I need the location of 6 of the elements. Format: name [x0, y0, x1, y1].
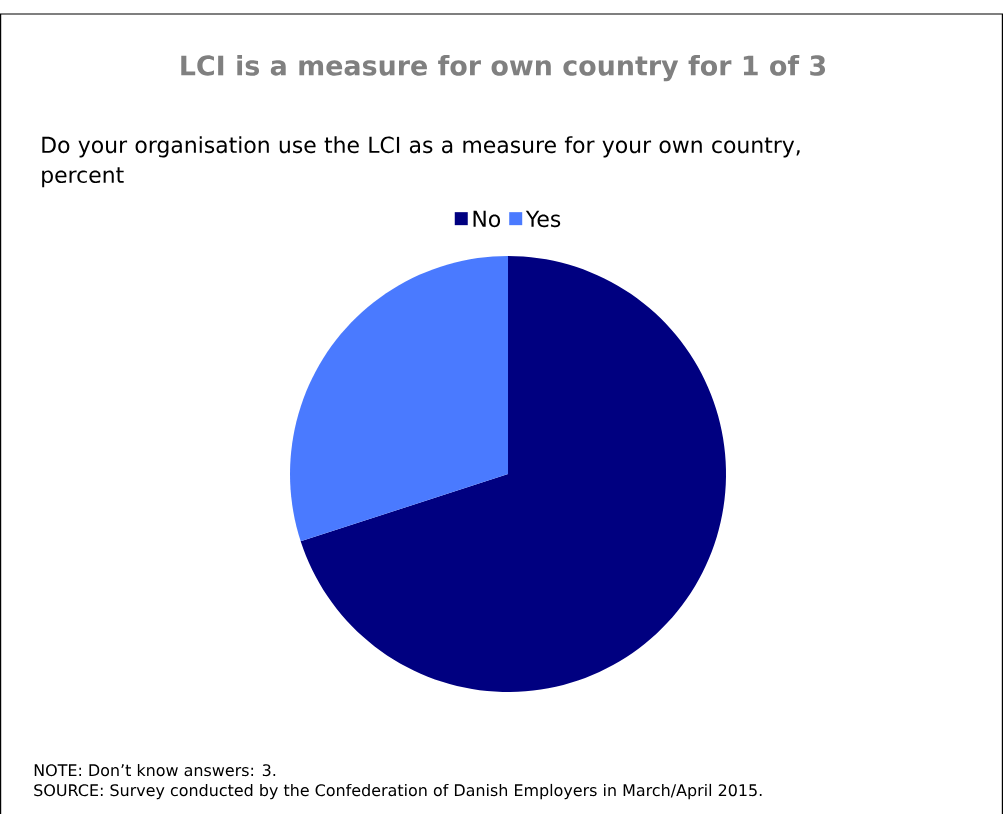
- chart-subtitle: Do your organisation use the LCI as a measure for your own country, percent: [42, 136, 800, 188]
- legend-label: Yes: [525, 210, 561, 228]
- source-note: SOURCE: Survey conducted by the Confederation of Danish Employers in March/April 2015.: [34, 783, 762, 800]
- legend-label: No: [473, 210, 501, 228]
- chart-title: LCI is a measure for own country for 1 of 3: [181, 54, 826, 82]
- text: NOTE: Don’t know answers: 3.: [34, 763, 276, 777]
